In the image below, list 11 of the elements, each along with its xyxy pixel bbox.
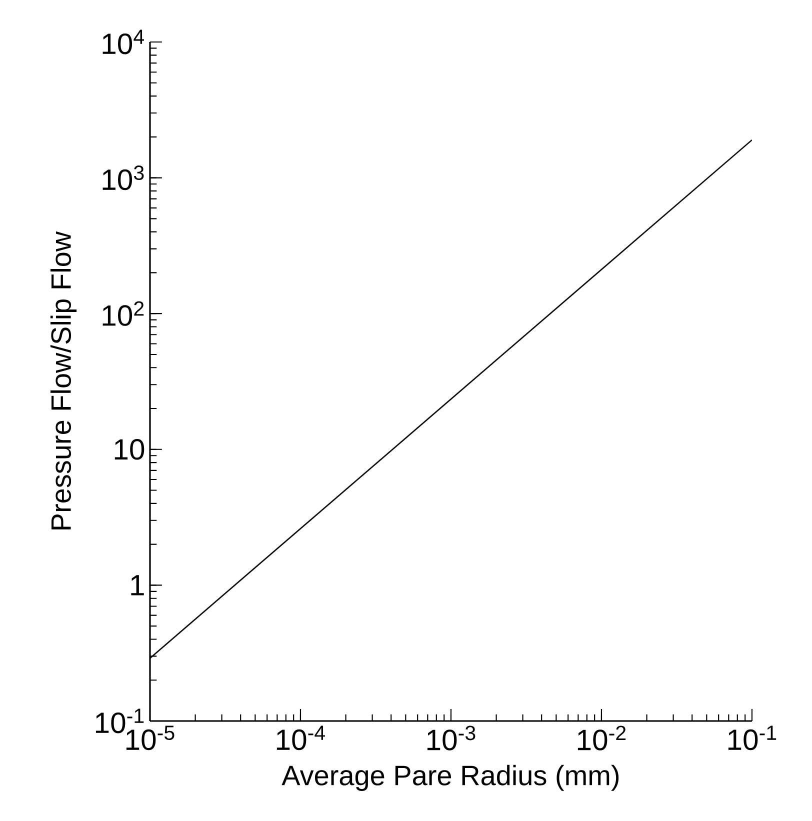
y-axis-title: Pressure Flow/Slip Flow [50, 231, 77, 530]
y-tick-label: 10$^{3}$ [102, 165, 144, 190]
x-tick-label: 10$^{-1}$ [728, 726, 776, 750]
y-tick-label: 10$^{2}$ [102, 301, 144, 326]
y-tick-label: 10$^{4}$ [102, 30, 144, 54]
x-tick-label: 10$^{-3}$ [427, 726, 476, 750]
y-tick-label: 10 [114, 439, 144, 460]
y-tick-label: 1 [131, 575, 144, 596]
x-axis-title: Average Pare Radius (mm) [282, 764, 619, 791]
x-tick-label: 10$^{-2}$ [578, 726, 626, 750]
x-tick-label: 10$^{-4}$ [276, 726, 325, 750]
